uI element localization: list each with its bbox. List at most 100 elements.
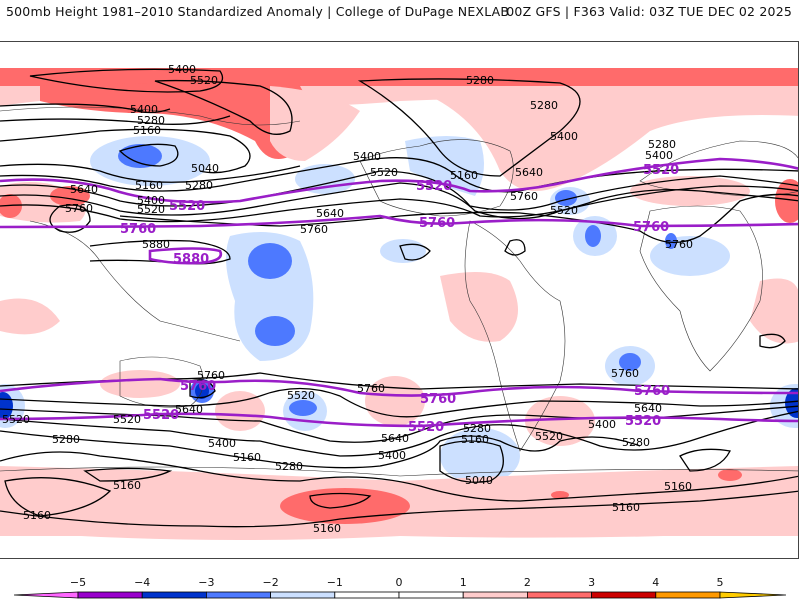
highlight-label: 5760 [633,220,669,235]
contour-label: 5280 [137,114,165,127]
contour-label: 5400 [208,437,236,450]
coast-antarctica [0,466,798,477]
contour-label: 5400 [137,194,165,207]
contour-label: 5640 [515,166,543,179]
coastlines [0,106,798,477]
contour-label: 5520 [190,74,218,87]
anom-siberia-warm [40,83,310,159]
colorbar-tick-label: 4 [652,576,659,589]
contour-label: 5160 [23,509,51,522]
contour-label: 5160 [612,501,640,514]
highlight-label: 5760 [420,392,456,407]
contour-label: 5520 [535,430,563,443]
contour-5640-main [0,188,798,223]
anomaly-map: 5400 5520 5280 5280 5400 5280 5160 5040 … [0,63,798,540]
contour-label: 5400 [550,130,578,143]
highlight-label: 5520 [408,420,444,435]
contour-label: 5760 [65,202,93,215]
contour-caribbean [504,239,526,256]
contour-5400-south [0,410,798,457]
contour-5280-na [357,78,581,177]
contour-label: 5520 [550,204,578,217]
contour-label: 5280 [275,460,303,473]
contour-5880-wpac [89,239,231,265]
colorbar-legend: −5 −4 −3 −2 −1 0 1 2 3 4 5 [13,576,787,599]
contour-5760-sh [0,377,798,397]
colorbar-bin [334,591,400,599]
highlight-label: 5520 [143,408,179,423]
anom-azores-cold-core [585,225,601,247]
contour-label: 5280 [622,436,650,449]
anom-epac-pink [440,272,518,342]
contour-5400-np [29,68,224,93]
contour-label: 5400 [353,150,381,163]
contour-5280-main [0,157,798,193]
colorbar-tick-label: −4 [134,576,150,589]
colorbar-bin [591,591,657,599]
contour-label: 5400 [645,149,673,162]
colorbar-ticks: −5 −4 −3 −2 −1 0 1 2 3 4 5 [70,576,724,589]
colorbar-bins [13,591,787,599]
contour-label: 5760 [357,382,385,395]
contour-label: 5520 [370,166,398,179]
contour-label: 5400 [378,449,406,462]
colorbar-tick-label: −1 [327,576,343,589]
colorbar-bin-under [13,591,79,599]
contour-label: 5640 [175,403,203,416]
contour-5160-siberia [0,128,251,174]
colorbar-tick-label: 5 [717,576,724,589]
contour-5760-tasman [189,379,216,399]
anom-bering-pink [270,86,360,161]
contour-label: 5760 [510,190,538,203]
contour-label: 5760 [300,223,328,236]
contour-madagascar [759,333,786,349]
colorbar-tick-label: −5 [70,576,86,589]
contour-5040-asia [118,143,179,167]
contour-label: 5400 [130,103,158,116]
colorbar-bin [527,591,593,599]
colorbar-tick-label: 0 [396,576,403,589]
colorbar-tick-label: −3 [198,576,214,589]
colorbar-bin [655,591,721,599]
contour-ant-high [309,492,372,509]
contour-label: 5040 [465,474,493,487]
contour-5520-np [154,79,293,135]
contour-label: 5280 [466,74,494,87]
anom-cpac-cold-core1 [248,243,292,279]
contour-label: 5160 [233,451,261,464]
contour-5520-sh [0,412,798,428]
anom-antarctic-pink2 [0,521,798,536]
contour-5760-nh [0,214,798,229]
contour-label: 5640 [70,183,98,196]
highlight-label: 5520 [169,199,205,214]
contour-5160-ant-small [83,467,173,482]
highlight-label: 5520 [643,163,679,178]
contour-5760-casia [49,204,91,233]
colorbar-bin-over [719,591,787,599]
contour-cuba [399,243,431,261]
highlight-label: 5760 [419,216,455,231]
contour-labels: 5400 5520 5280 5280 5400 5280 5160 5040 … [2,63,693,535]
contour-label: 5640 [634,402,662,415]
contour-label: 5520 [113,413,141,426]
contour-5400-main [0,170,798,211]
highlight-label: 5520 [416,179,452,194]
contour-label: 5160 [113,479,141,492]
anom-easia-cold-core [118,144,162,168]
contour-label: 5640 [316,207,344,220]
contour-label: 5160 [135,179,163,192]
contour-5160-ant-west [4,477,112,517]
contour-label: 5760 [665,238,693,251]
contour-5160-ant-south [0,490,798,528]
contour-label: 5280 [530,99,558,112]
contour-label: 5160 [664,480,692,493]
coast-asia-south [29,220,241,342]
anom-satl-cold-core [619,353,641,371]
anom-sahara-cold-core [665,233,677,249]
contour-label: 5760 [611,367,639,380]
anom-natl-cold-core [555,190,577,206]
contour-label: 5760 [197,369,225,382]
highlight-label: 5760 [634,384,670,399]
coast-south-america [464,220,566,452]
anom-antarctic-warm2 [718,469,742,481]
